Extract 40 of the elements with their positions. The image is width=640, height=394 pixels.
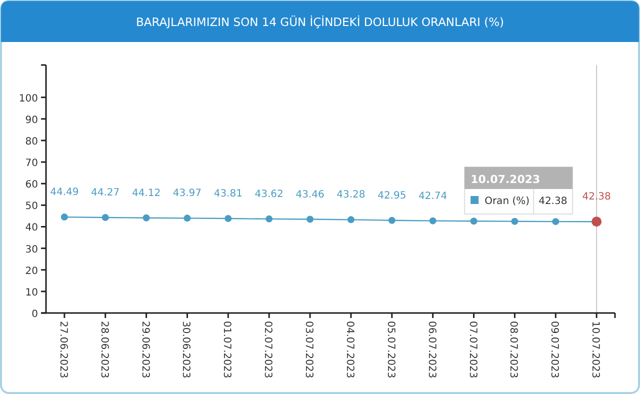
data-label: 43.28 <box>336 190 366 201</box>
data-label: 43.81 <box>214 188 242 200</box>
y-tick-label: 100 <box>18 93 38 104</box>
data-label: 44.49 <box>50 187 79 198</box>
x-tick-label: 09.07.2023 <box>548 321 560 378</box>
x-tick-label: 28.06.2023 <box>98 321 110 378</box>
legend-label: Oran (%) <box>484 196 530 207</box>
data-label: 43.97 <box>172 188 202 200</box>
text: 10.07.2023 <box>470 173 540 186</box>
x-tick-label: 27.06.2023 <box>57 321 68 378</box>
y-tick-label: 80 <box>25 136 38 148</box>
y-tick-label: 30 <box>25 244 38 256</box>
x-tick-label: 08.07.2023 <box>508 321 519 378</box>
x-tick-label: 02.07.2023 <box>262 321 274 378</box>
x-tick-label: 01.07.2023 <box>221 321 232 378</box>
data-label: 43.46 <box>296 189 324 200</box>
x-tick-label: 30.06.2023 <box>180 321 192 378</box>
data-label: 44.12 <box>132 188 161 199</box>
y-tick-label: 0 <box>32 309 38 320</box>
y-tick-label: 90 <box>25 114 38 126</box>
x-tick-label: 10.07.2023 <box>590 321 601 378</box>
y-tick-label: 20 <box>25 266 38 277</box>
data-label: 42.38 <box>582 192 611 203</box>
text: 42.38 <box>538 196 568 207</box>
x-tick-label: 04.07.2023 <box>344 321 355 378</box>
x-tick-label: 03.07.2023 <box>303 321 314 378</box>
y-tick-label: 60 <box>25 180 38 191</box>
y-tick-label: 10 <box>25 287 38 298</box>
y-tick-label: 70 <box>25 158 38 170</box>
data-label: 44.27 <box>91 188 120 199</box>
data-label: 42.74 <box>418 190 448 202</box>
x-tick-label: 29.06.2023 <box>139 321 150 378</box>
x-tick-label: 05.07.2023 <box>384 321 396 378</box>
x-tick-label: 06.07.2023 <box>426 321 437 378</box>
chart-title: BARAJLARIMIZIN SON 14 GÜN İÇİNDEKİ DOLULUK ORANLARI (%) <box>136 15 504 29</box>
y-tick-label: 50 <box>25 201 38 212</box>
data-label: 42.95 <box>378 190 406 202</box>
data-label: 43.62 <box>254 188 284 200</box>
x-tick-label: 07.07.2023 <box>466 321 478 378</box>
y-tick-label: 40 <box>25 222 38 234</box>
